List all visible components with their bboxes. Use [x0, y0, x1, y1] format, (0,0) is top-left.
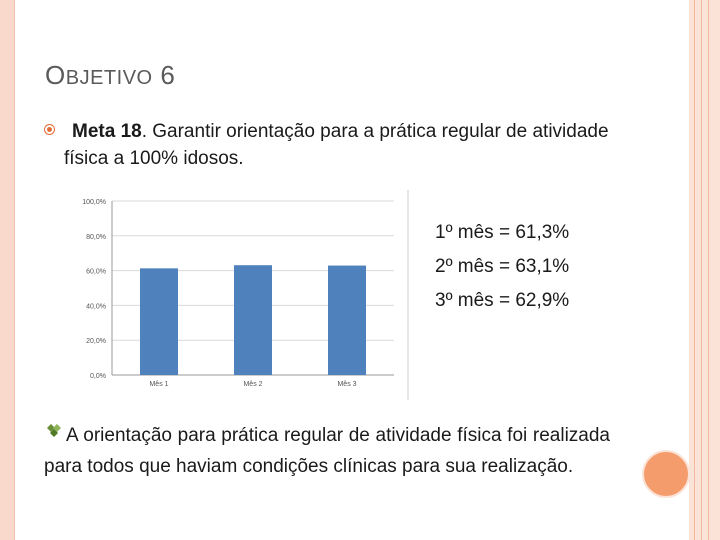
chart-svg: 0,0% 20,0% 40,0% 60,0% 80,0% 100,0% Mês 1 Mês 2…	[82, 190, 409, 400]
right-border	[689, 0, 720, 540]
meta-text: . Garantir orientação para a prática reg…	[64, 121, 609, 169]
bar-3	[328, 265, 366, 375]
title-rest: BJETIVO	[65, 67, 153, 89]
stat-line-3: 3º mês = 62,9%	[435, 290, 570, 311]
y-tick-label: 100,0%	[82, 199, 106, 206]
stat-line-1: 1º mês = 61,3%	[435, 222, 570, 243]
circle-bullet-icon	[44, 124, 55, 135]
stats-list: 1º mês = 61,3% 2º mês = 63,1% 3º mês = 6…	[435, 216, 569, 318]
x-tick-label: Mês 1	[149, 381, 168, 388]
decorative-circle-icon	[642, 450, 690, 498]
title-first-letter: O	[45, 60, 66, 90]
left-border	[0, 0, 15, 540]
y-tick-label: 0,0%	[90, 373, 106, 380]
meta-paragraph: Meta 18. Garantir orientação para a prát…	[64, 118, 634, 172]
y-tick-label: 60,0%	[86, 269, 106, 276]
y-tick-label: 40,0%	[86, 303, 106, 310]
bar-2	[234, 265, 272, 375]
meta-label: Meta 18	[72, 121, 142, 142]
y-tick-label: 20,0%	[86, 338, 106, 345]
diamond-bullet-icon	[47, 424, 61, 437]
bar-1	[140, 268, 178, 375]
conclusion-text: A orientação para prática regular de ati…	[44, 425, 610, 477]
y-tick-label: 80,0%	[86, 234, 106, 241]
stat-line-2: 2º mês = 63,1%	[435, 256, 570, 277]
x-tick-label: Mês 2	[243, 381, 262, 388]
bar-chart: 0,0% 20,0% 40,0% 60,0% 80,0% 100,0% Mês 1 Mês 2…	[72, 190, 410, 400]
title-number: 6	[160, 60, 176, 90]
slide-title: OBJETIVO 6	[45, 60, 175, 91]
x-tick-label: Mês 3	[337, 381, 356, 388]
